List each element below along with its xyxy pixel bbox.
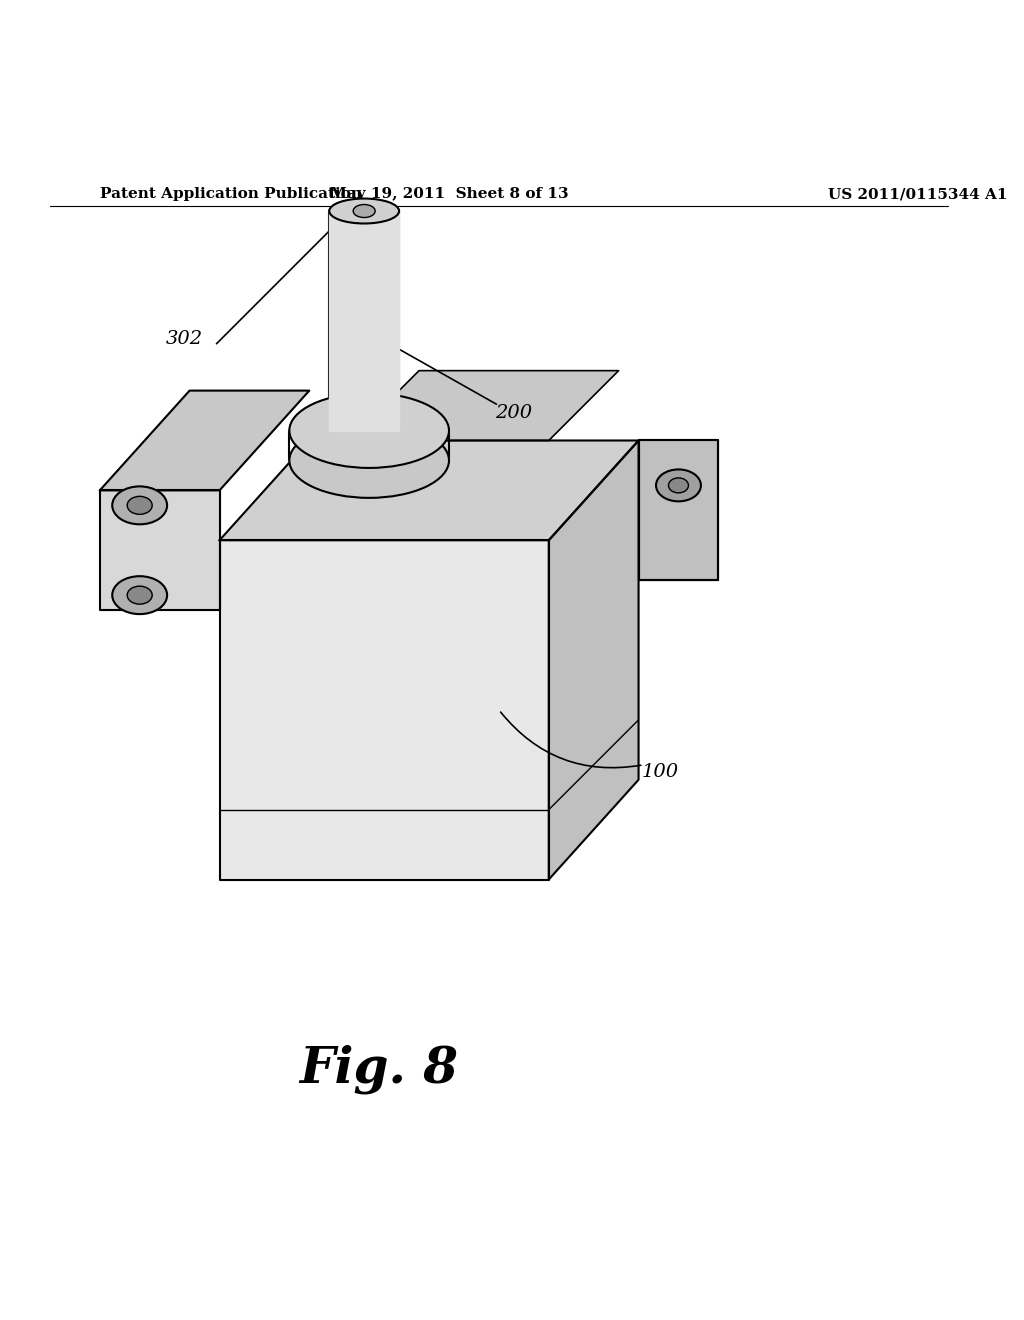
Text: 302: 302: [166, 330, 203, 347]
Polygon shape: [639, 441, 719, 581]
Polygon shape: [99, 491, 219, 610]
Ellipse shape: [656, 470, 700, 502]
Polygon shape: [219, 540, 549, 879]
Ellipse shape: [669, 478, 688, 492]
Ellipse shape: [290, 393, 449, 467]
Ellipse shape: [113, 486, 167, 524]
Polygon shape: [99, 391, 309, 491]
Text: 100: 100: [642, 763, 679, 780]
Ellipse shape: [290, 422, 449, 498]
Polygon shape: [330, 211, 399, 430]
Ellipse shape: [113, 577, 167, 614]
Text: Fig. 8: Fig. 8: [300, 1044, 459, 1094]
Text: US 2011/0115344 A1: US 2011/0115344 A1: [828, 187, 1008, 201]
Ellipse shape: [127, 496, 153, 515]
Ellipse shape: [353, 205, 375, 218]
Text: May 19, 2011  Sheet 8 of 13: May 19, 2011 Sheet 8 of 13: [330, 187, 568, 201]
Ellipse shape: [127, 586, 153, 605]
Text: Patent Application Publication: Patent Application Publication: [99, 187, 361, 201]
Polygon shape: [349, 371, 618, 441]
Polygon shape: [219, 441, 639, 540]
Ellipse shape: [330, 198, 399, 223]
Text: 200: 200: [496, 404, 532, 421]
Polygon shape: [549, 441, 639, 879]
